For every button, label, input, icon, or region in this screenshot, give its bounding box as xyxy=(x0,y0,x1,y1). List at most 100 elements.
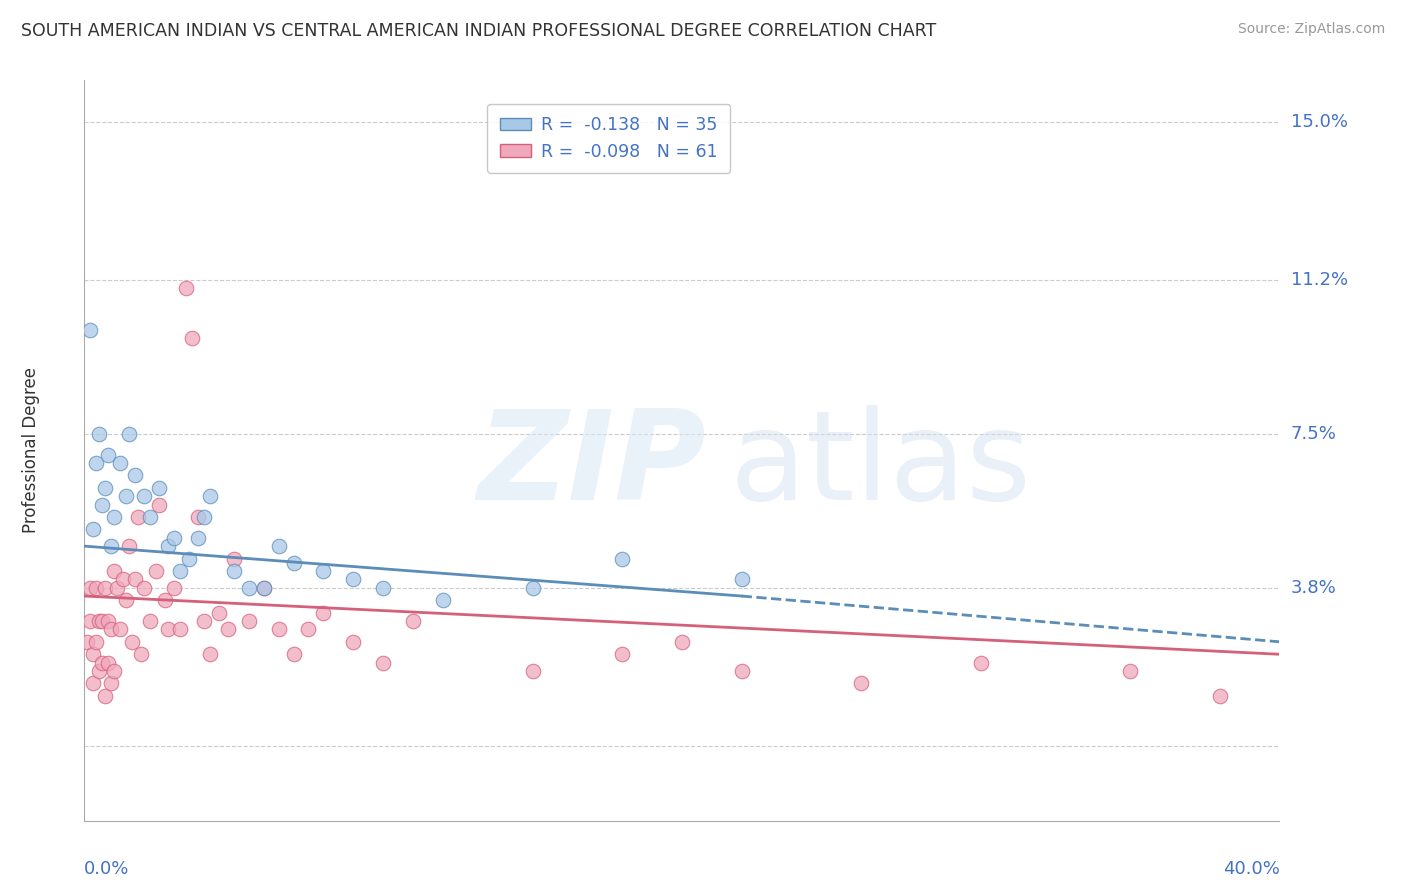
Text: ZIP: ZIP xyxy=(477,405,706,525)
Point xyxy=(82,647,104,661)
Point xyxy=(342,634,364,648)
Point xyxy=(115,489,138,503)
Point xyxy=(169,564,191,578)
Point xyxy=(731,573,754,587)
Point xyxy=(174,281,197,295)
Point xyxy=(153,593,176,607)
Point xyxy=(79,323,101,337)
Point xyxy=(94,581,117,595)
Text: Source: ZipAtlas.com: Source: ZipAtlas.com xyxy=(1237,22,1385,37)
Point xyxy=(115,593,138,607)
Point xyxy=(121,634,143,648)
Text: 3.8%: 3.8% xyxy=(1291,579,1336,597)
Point xyxy=(283,556,305,570)
Point xyxy=(127,510,149,524)
Point xyxy=(283,647,305,661)
Point xyxy=(124,573,146,587)
Point xyxy=(522,664,544,678)
Point xyxy=(253,581,276,595)
Point xyxy=(157,539,180,553)
Point xyxy=(94,481,117,495)
Point xyxy=(79,614,101,628)
Point xyxy=(238,614,260,628)
Point xyxy=(193,614,215,628)
Point xyxy=(82,676,104,690)
Point xyxy=(222,564,245,578)
Text: 0.0%: 0.0% xyxy=(84,860,129,878)
Point xyxy=(671,634,693,648)
Point xyxy=(76,634,98,648)
Point xyxy=(79,581,101,595)
Point xyxy=(217,623,239,637)
Point xyxy=(148,498,170,512)
Point xyxy=(198,489,221,503)
Text: 15.0%: 15.0% xyxy=(1291,113,1347,131)
Point xyxy=(267,539,290,553)
Point xyxy=(91,656,114,670)
Point xyxy=(181,331,204,345)
Point xyxy=(82,523,104,537)
Point xyxy=(91,498,114,512)
Point xyxy=(148,481,170,495)
Point xyxy=(103,564,125,578)
Point xyxy=(86,634,108,648)
Point xyxy=(373,581,395,595)
Point xyxy=(432,593,454,607)
Point xyxy=(851,676,873,690)
Point xyxy=(97,656,120,670)
Point xyxy=(139,510,162,524)
Point xyxy=(132,581,156,595)
Point xyxy=(163,531,186,545)
Point xyxy=(222,551,245,566)
Point xyxy=(1119,664,1142,678)
Point xyxy=(103,510,125,524)
Point xyxy=(297,623,319,637)
Point xyxy=(97,614,120,628)
Point xyxy=(612,647,634,661)
Point xyxy=(89,614,111,628)
Point xyxy=(105,581,128,595)
Point xyxy=(91,614,114,628)
Point xyxy=(312,606,335,620)
Point xyxy=(100,539,122,553)
Legend: R =  -0.138   N = 35, R =  -0.098   N = 61: R = -0.138 N = 35, R = -0.098 N = 61 xyxy=(488,103,730,173)
Point xyxy=(118,426,141,441)
Point xyxy=(97,448,120,462)
Text: SOUTH AMERICAN INDIAN VS CENTRAL AMERICAN INDIAN PROFESSIONAL DEGREE CORRELATION: SOUTH AMERICAN INDIAN VS CENTRAL AMERICA… xyxy=(21,22,936,40)
Point xyxy=(157,623,180,637)
Point xyxy=(731,664,754,678)
Point xyxy=(187,510,209,524)
Point xyxy=(238,581,260,595)
Point xyxy=(110,623,132,637)
Point xyxy=(970,656,993,670)
Text: 11.2%: 11.2% xyxy=(1291,271,1348,289)
Point xyxy=(112,573,135,587)
Point xyxy=(139,614,162,628)
Point xyxy=(89,664,111,678)
Text: Professional Degree: Professional Degree xyxy=(21,368,39,533)
Point xyxy=(163,581,186,595)
Point xyxy=(100,623,122,637)
Point xyxy=(100,676,122,690)
Point xyxy=(312,564,335,578)
Point xyxy=(94,689,117,703)
Point xyxy=(169,623,191,637)
Point xyxy=(124,468,146,483)
Point xyxy=(89,426,111,441)
Point xyxy=(187,531,209,545)
Point xyxy=(253,581,276,595)
Point xyxy=(103,664,125,678)
Point xyxy=(342,573,364,587)
Point xyxy=(86,456,108,470)
Point xyxy=(208,606,231,620)
Text: atlas: atlas xyxy=(730,405,1032,525)
Point xyxy=(198,647,221,661)
Point xyxy=(373,656,395,670)
Point xyxy=(267,623,290,637)
Point xyxy=(177,551,200,566)
Point xyxy=(129,647,152,661)
Point xyxy=(402,614,425,628)
Point xyxy=(522,581,544,595)
Point xyxy=(118,539,141,553)
Point xyxy=(612,551,634,566)
